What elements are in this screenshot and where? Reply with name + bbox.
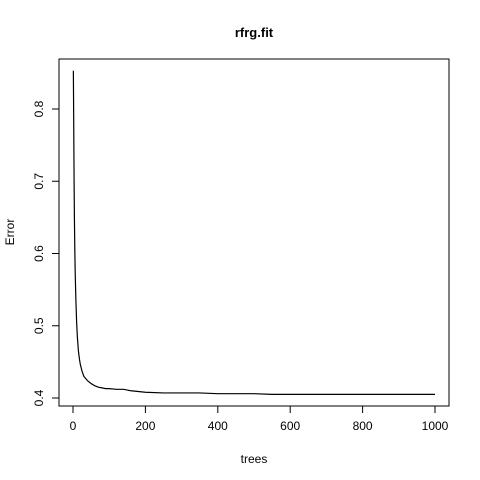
y-tick-label: 0.6 xyxy=(32,245,46,262)
y-tick-label: 0.8 xyxy=(32,100,46,117)
y-tick-label: 0.7 xyxy=(32,173,46,190)
x-tick-label: 0 xyxy=(70,419,77,433)
y-tick-label: 0.5 xyxy=(32,317,46,334)
x-tick-label: 800 xyxy=(353,419,373,433)
x-tick-label: 400 xyxy=(208,419,228,433)
y-axis: 0.4 0.5 0.6 0.7 0.8 xyxy=(32,100,60,406)
x-tick-label: 600 xyxy=(280,419,300,433)
plot-frame xyxy=(58,58,450,407)
x-tick-label: 200 xyxy=(135,419,155,433)
y-axis-label: Error xyxy=(3,219,17,246)
y-tick-label: 0.4 xyxy=(32,389,46,406)
series-line xyxy=(72,70,435,395)
chart-title: rfrg.fit xyxy=(235,25,274,40)
x-axis: 0 200 400 600 800 1000 xyxy=(70,405,449,433)
x-axis-label: trees xyxy=(241,452,268,466)
x-tick-label: 1000 xyxy=(422,419,449,433)
